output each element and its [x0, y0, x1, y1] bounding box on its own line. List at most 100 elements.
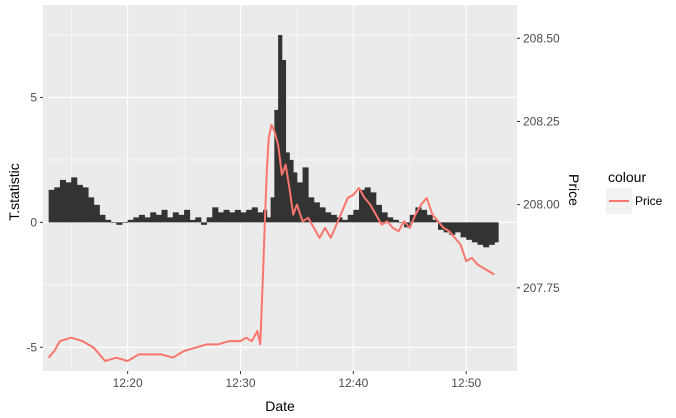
legend: colour Price [606, 169, 663, 214]
t-statistic-bar [240, 212, 247, 223]
t-statistic-bar [110, 222, 117, 223]
right-tick-label: 208.00 [523, 198, 560, 212]
t-statistic-bar [370, 192, 377, 223]
t-statistic-bar [347, 214, 354, 223]
t-statistic-bar [319, 207, 326, 223]
t-statistic-bar [127, 219, 134, 223]
t-statistic-bar [342, 219, 349, 223]
t-statistic-bar [270, 197, 275, 223]
t-statistic-bar [293, 172, 298, 223]
t-statistic-bar [246, 209, 253, 223]
t-statistic-bar [223, 209, 230, 223]
t-statistic-bar [99, 214, 106, 223]
t-statistic-bar [359, 189, 366, 223]
t-statistic-bar [289, 159, 294, 223]
t-statistic-bar [155, 214, 162, 223]
t-statistic-bar [206, 217, 213, 223]
left-tick-label: 0 [30, 215, 37, 229]
t-statistic-bar [257, 212, 264, 223]
t-statistic-bar [59, 179, 66, 223]
t-statistic-bar [82, 187, 89, 223]
t-statistic-bar [212, 207, 219, 223]
price-line [47, 123, 495, 362]
t-statistic-bar [116, 222, 123, 225]
t-statistic-bar [274, 109, 279, 223]
t-statistic-bar [330, 214, 337, 223]
t-statistic-bar [460, 222, 467, 238]
t-statistic-bar [471, 222, 478, 243]
t-statistic-bar [353, 209, 360, 223]
left-axis-ticks: -5 0 5 [26, 90, 43, 354]
t-statistic-bar [178, 214, 185, 223]
x-axis-ticks: 12:20 12:30 12:40 12:50 [113, 371, 482, 390]
t-statistic-bar [285, 152, 290, 223]
t-statistic-bars [48, 34, 499, 248]
t-statistic-bar [477, 222, 484, 245]
t-statistic-bar [167, 217, 174, 223]
t-statistic-bar [65, 182, 72, 223]
t-statistic-bar [105, 219, 112, 223]
t-statistic-bar [184, 209, 191, 223]
t-statistic-bar [48, 189, 55, 223]
t-statistic-bar [172, 212, 179, 223]
right-axis-title: Price [566, 174, 582, 206]
t-statistic-bar [466, 222, 473, 240]
t-statistic-bar [266, 217, 271, 223]
t-statistic-bar [381, 212, 388, 223]
x-tick-label: 12:20 [113, 376, 143, 390]
right-axis-ticks: 207.75 208.00 208.25 208.50 [517, 31, 560, 295]
t-statistic-bar [387, 217, 394, 223]
t-statistic-bar [398, 222, 405, 223]
right-tick-label: 208.50 [523, 31, 560, 45]
t-statistic-bar [122, 222, 129, 223]
t-statistic-bar [364, 187, 371, 223]
t-statistic-bar [375, 204, 382, 223]
x-tick-label: 12:40 [338, 376, 368, 390]
t-statistic-bar [392, 219, 399, 223]
t-statistic-bar [302, 167, 309, 223]
t-statistic-bar [325, 212, 332, 223]
t-statistic-bar [138, 214, 145, 223]
t-statistic-bar [483, 222, 490, 248]
t-statistic-bar [76, 184, 83, 223]
t-statistic-bar [443, 222, 450, 233]
t-statistic-bar [93, 204, 100, 223]
t-statistic-bar [133, 217, 140, 223]
left-axis-title: T.statistic [6, 163, 22, 221]
t-statistic-bar [251, 207, 258, 223]
right-tick-label: 207.75 [523, 281, 560, 295]
t-statistic-bar [449, 222, 456, 235]
t-statistic-bar [296, 182, 303, 223]
t-statistic-bar [189, 219, 196, 223]
legend-label-price: Price [635, 194, 663, 208]
t-statistic-bar [281, 59, 287, 223]
t-statistic-bar [195, 217, 202, 223]
t-statistic-bar [415, 207, 422, 223]
t-statistic-bar [278, 34, 283, 223]
t-statistic-bar [217, 212, 224, 223]
right-tick-label: 208.25 [523, 114, 560, 128]
t-statistic-bar [432, 219, 439, 223]
t-statistic-bar [161, 209, 168, 223]
left-tick-label: 5 [30, 90, 37, 104]
t-statistic-bar [488, 222, 495, 245]
t-statistic-bar [454, 222, 461, 233]
t-statistic-bar [313, 202, 320, 223]
t-statistic-bar [421, 209, 428, 223]
t-statistic-bar [88, 197, 95, 223]
left-tick-label: -5 [26, 340, 37, 354]
t-statistic-bar [494, 222, 499, 243]
t-statistic-bar [71, 177, 78, 223]
t-statistic-bar [150, 212, 157, 223]
t-statistic-bar [144, 217, 151, 223]
t-statistic-bar [201, 222, 208, 225]
t-statistic-bar [229, 212, 236, 223]
legend-title: colour [608, 169, 646, 185]
t-statistic-bar [308, 197, 315, 223]
t-statistic-bar [234, 209, 241, 223]
x-tick-label: 12:50 [451, 376, 481, 390]
t-statistic-bar [54, 187, 61, 223]
x-axis-title: Date [265, 398, 295, 414]
t-statistic-bar [426, 214, 433, 223]
